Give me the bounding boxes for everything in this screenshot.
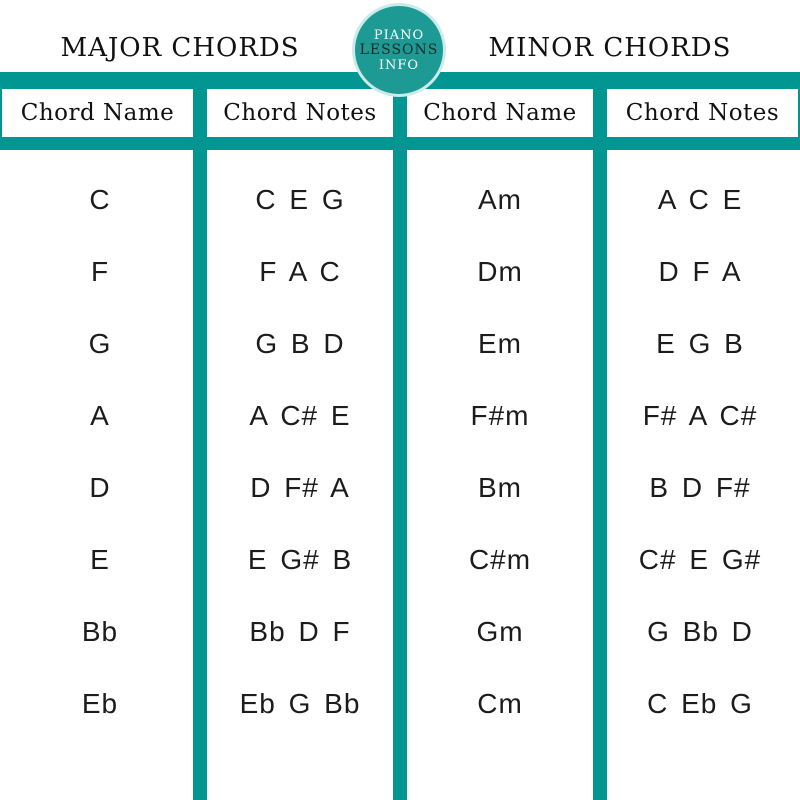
minor-chord-name-cell: Em: [478, 328, 522, 359]
column-divider: [593, 150, 607, 800]
logo-text-piano: PIANO: [373, 27, 425, 43]
minor-chord-notes-cell: G Bb D: [647, 616, 753, 647]
major-chord-notes-cell: Eb G Bb: [239, 688, 361, 719]
major-chord-name-cell: A: [90, 400, 110, 431]
major-chord-name-cell: Eb: [81, 688, 119, 719]
minor-chord-notes-cell: E G B: [656, 328, 744, 359]
column-divider: [193, 150, 207, 800]
table-row: Bb Bb D F Gm G Bb D: [0, 596, 800, 668]
major-chord-name-cell: F: [90, 256, 110, 287]
major-chord-name-cell: G: [88, 328, 112, 359]
minor-chord-notes-cell: B D F#: [649, 472, 751, 503]
major-chord-name-cell: Bb: [81, 616, 119, 647]
table-row: A A C# E F#m F# A C#: [0, 380, 800, 452]
table-row: G G B D Em E G B: [0, 308, 800, 380]
logo-text-info: INFO: [378, 57, 420, 73]
minor-chord-notes-cell: C Eb G: [647, 688, 753, 719]
column-header-major-chord-name: Chord Name: [2, 89, 193, 137]
minor-chord-name-cell: F#m: [470, 400, 530, 431]
logo-text-lessons: LESSONS: [359, 41, 439, 58]
major-chord-name-cell: D: [89, 472, 111, 503]
column-header-minor-chord-notes: Chord Notes: [607, 89, 798, 137]
minor-chord-notes-cell: F# A C#: [642, 400, 758, 431]
minor-chord-name-cell: Cm: [477, 688, 523, 719]
major-chord-notes-cell: C E G: [255, 184, 345, 215]
minor-chords-title: MINOR CHORDS: [488, 33, 732, 63]
table-row: Eb Eb G Bb Cm C Eb G: [0, 668, 800, 740]
column-header-minor-chord-name: Chord Name: [407, 89, 593, 137]
minor-chord-name-cell: C#m: [468, 544, 532, 575]
minor-chord-notes-cell: D F A: [658, 256, 742, 287]
minor-chord-name-cell: Gm: [476, 616, 524, 647]
chord-table-body: C C E G Am A C E F F A C Dm D F A G G B …: [0, 164, 800, 740]
major-chord-notes-cell: E G# B: [247, 544, 353, 575]
major-chord-name-cell: E: [90, 544, 110, 575]
column-header-major-chord-notes: Chord Notes: [207, 89, 393, 137]
major-chord-name-cell: C: [89, 184, 111, 215]
piano-lessons-info-logo: PIANO LESSONS INFO: [352, 3, 446, 97]
minor-chord-notes-cell: C# E G#: [638, 544, 762, 575]
major-chord-notes-cell: Bb D F: [249, 616, 351, 647]
minor-chord-name-cell: Dm: [477, 256, 523, 287]
column-divider: [393, 150, 407, 800]
table-row: E E G# B C#m C# E G#: [0, 524, 800, 596]
major-chord-notes-cell: F A C: [259, 256, 341, 287]
minor-chord-notes-cell: A C E: [657, 184, 743, 215]
major-chord-notes-cell: A C# E: [249, 400, 351, 431]
major-chord-notes-cell: D F# A: [250, 472, 350, 503]
minor-chord-name-cell: Bm: [478, 472, 522, 503]
table-row: C C E G Am A C E: [0, 164, 800, 236]
table-row: D D F# A Bm B D F#: [0, 452, 800, 524]
minor-chord-name-cell: Am: [478, 184, 522, 215]
major-chords-title: MAJOR CHORDS: [60, 33, 300, 63]
major-chord-notes-cell: G B D: [255, 328, 345, 359]
table-row: F F A C Dm D F A: [0, 236, 800, 308]
